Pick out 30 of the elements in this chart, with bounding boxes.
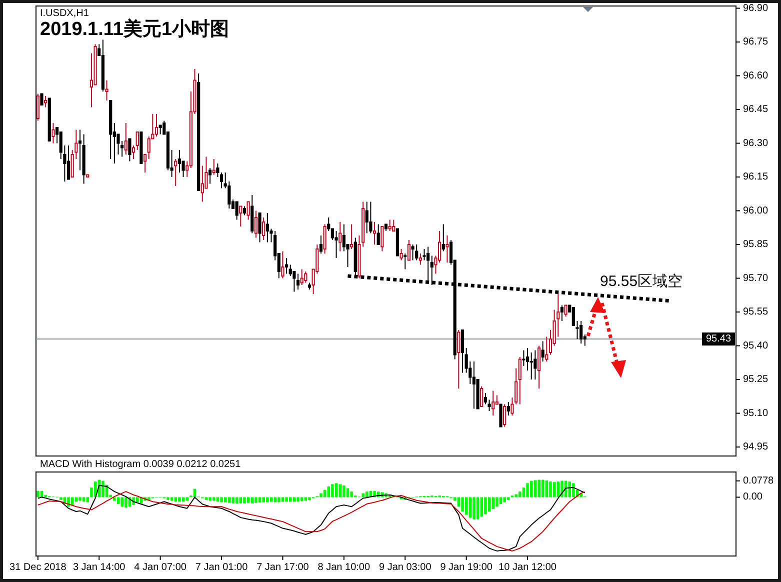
y-tick-label: 95.70 (743, 272, 768, 284)
text: 2019.1.11美元1小时图 (40, 18, 230, 40)
y-tick-label: 0.0778 (743, 475, 774, 486)
x-tick-label: 31 Dec 2018 (10, 562, 67, 573)
x-tick-label: 10 Jan 12:00 (498, 562, 557, 573)
y-tick-label: 95.10 (743, 408, 768, 419)
y-tick-label: 0.00 (743, 492, 763, 503)
y-tick-label: 96.90 (743, 2, 768, 14)
y-tick-label: 94.95 (743, 442, 768, 452)
y-tick-label: 96.75 (743, 36, 768, 48)
y-tick-label: 95.25 (743, 374, 768, 385)
x-tick-label: 7 Jan 17:00 (256, 562, 310, 573)
x-tick-label: 8 Jan 10:00 (318, 562, 370, 573)
x-tick-label: 9 Jan 19:00 (440, 562, 493, 573)
x-tick-label: 9 Jan 03:00 (378, 562, 432, 573)
y-tick-label: 95.85 (743, 239, 768, 250)
y-tick-label: 95.55 (743, 306, 768, 318)
y-tick-label: 95.40 (743, 340, 768, 352)
y-tick-label: 96.45 (743, 104, 768, 115)
y-tick-label: 96.30 (743, 138, 768, 149)
x-tick-label: 3 Jan 14:00 (72, 562, 126, 573)
chart-title: MACD With Histogram 0.0039 0.0212 0.0251 (40, 459, 242, 470)
chart-subtitle: I.USDX,H1 (40, 8, 90, 19)
ref-line-label: 95.43 (706, 334, 732, 344)
x-tick-label: 7 Jan 01:00 (195, 562, 248, 573)
y-tick-label: 96.60 (743, 70, 768, 82)
annotation: 95.55区域空 (600, 273, 683, 290)
y-tick-label: 96.00 (743, 205, 768, 216)
y-tick-label: 96.15 (743, 172, 768, 182)
x-tick-label: 4 Jan 07:00 (134, 562, 187, 573)
